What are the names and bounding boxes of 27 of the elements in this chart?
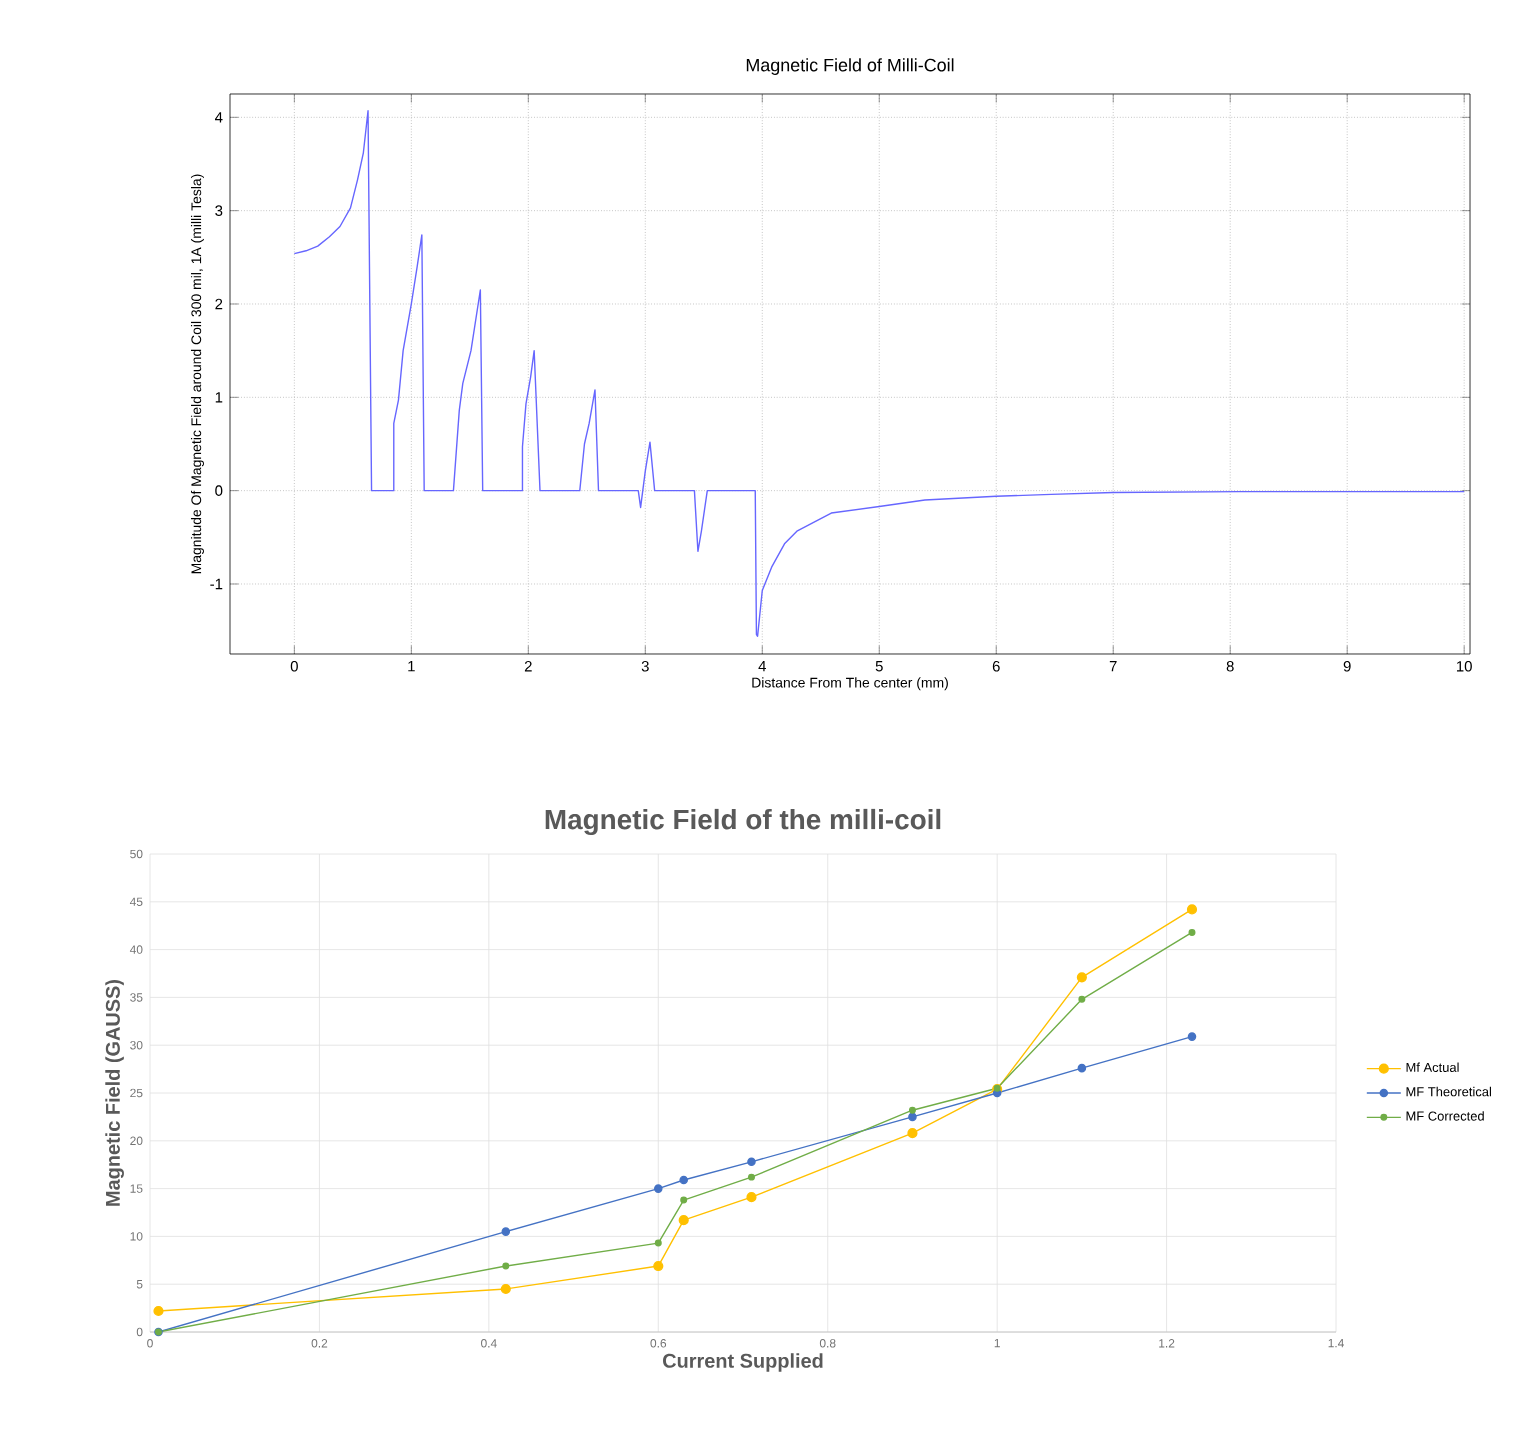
point: [502, 1262, 510, 1270]
point: [908, 1106, 916, 1114]
point: [746, 1192, 757, 1203]
point: [678, 1215, 689, 1226]
line-series: [293, 110, 1465, 637]
point: [680, 1196, 688, 1204]
point: [908, 1112, 917, 1122]
point: [1077, 1063, 1087, 1073]
point: [747, 1173, 755, 1181]
point: [654, 1239, 662, 1247]
point: [747, 1157, 756, 1167]
point: [1188, 928, 1196, 936]
point: [1078, 995, 1086, 1003]
chart-title: Magnetic Field of the milli-coil: [545, 808, 941, 835]
point: [654, 1184, 663, 1193]
point: [679, 1175, 688, 1185]
point: [1076, 972, 1087, 983]
y-axis-title: Magnetic Field (GAUSS): [105, 979, 124, 1206]
x-axis-title: Current Supplied: [663, 1353, 823, 1372]
chart-title: Magnetic Field of Milli-Coil: [746, 58, 954, 75]
point: [653, 1260, 664, 1272]
point: [907, 1128, 918, 1139]
point: [501, 1227, 511, 1236]
point: [153, 1305, 164, 1317]
point: [1186, 904, 1198, 915]
point: [500, 1283, 511, 1295]
point: [1187, 1032, 1197, 1041]
